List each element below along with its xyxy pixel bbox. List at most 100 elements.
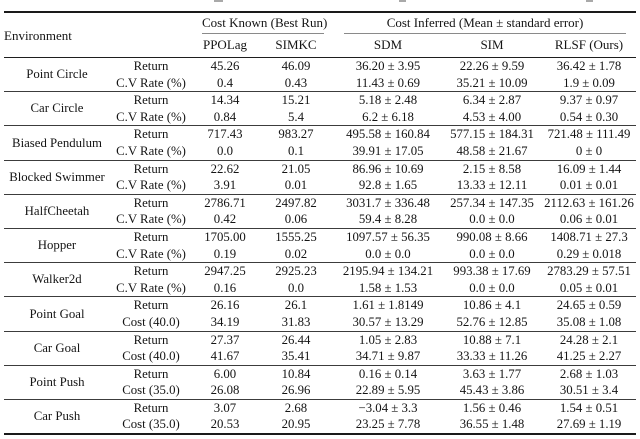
value-cell: 495.58 ± 160.84 [334, 125, 442, 143]
metric-label: C.V Rate (%) [116, 280, 186, 295]
metric-label: Return [110, 193, 192, 212]
value-cell: 41.67 [210, 349, 240, 364]
value-cell: 23.25 ± 7.78 [355, 417, 421, 432]
value-cell: 3.91 [213, 178, 237, 193]
value-cell: 1.54 ± 0.51 [542, 398, 637, 417]
table-row: Car Push Return 3.07 2.68 −3.04 ± 3.3 1.56 ± … [4, 398, 637, 435]
value-cell: 52.76 ± 12.85 [456, 314, 528, 329]
value-cell: 11.43 ± 0.69 [355, 75, 421, 90]
value-cell: 10.88 ± 7.1 [442, 330, 542, 349]
value-cell: 0.05 ± 0.01 [559, 280, 619, 295]
environment-column-header: Environment [4, 12, 110, 58]
value-cell: 0.0 [288, 280, 304, 295]
environment-cell: Car Goal [4, 330, 110, 366]
value-cell: 22.89 ± 5.95 [355, 383, 421, 398]
value-cell: 6.2 ± 6.18 [362, 109, 414, 124]
value-cell: 92.8 ± 1.65 [358, 178, 418, 193]
table-row: Cost (35.0) 20.53 20.95 23.25 ± 7.78 36.55 ±… [4, 416, 636, 434]
value-cell: 1555.25 [258, 227, 334, 246]
table-row: Cost (35.0) 26.08 26.96 22.89 ± 5.95 45.43 ±… [4, 382, 636, 399]
value-cell: 6.00 [192, 364, 258, 383]
environment-cell: Hopper [4, 227, 110, 263]
value-cell: 36.55 ± 1.48 [459, 417, 525, 432]
value-cell: 27.37 [192, 330, 258, 349]
value-cell: 6.34 ± 2.87 [442, 91, 542, 109]
value-cell: 2947.25 [192, 262, 258, 280]
value-cell: 2112.63 ± 161.26 [542, 193, 637, 212]
col-header-ppolag: PPOLag [192, 34, 258, 58]
value-cell: 30.51 ± 3.4 [559, 383, 619, 398]
table-row: Hopper Return 1705.00 1555.25 1097.57 ± 56.3… [4, 227, 637, 263]
value-cell: 0.06 ± 0.01 [559, 212, 619, 227]
table-row: Walker2d Return 2947.25 2925.23 2195.94 ± 13… [4, 262, 637, 297]
col-header-simkc: SIMKC [258, 34, 334, 58]
environment-cell: HalfCheetah [4, 193, 110, 229]
value-cell: 9.37 ± 0.97 [542, 91, 637, 109]
value-cell: 35.41 [281, 349, 311, 364]
value-cell: 22.26 ± 9.59 [459, 59, 525, 73]
value-cell: 5.18 ± 2.48 [334, 91, 442, 109]
metric-label: C.V Rate (%) [116, 212, 186, 227]
table-row: HalfCheetah Return 2786.71 2497.82 3031.7 ± … [4, 193, 637, 229]
value-cell: 0.06 [284, 212, 308, 227]
group-cost-inferred-cell: Cost Inferred (Mean ± standard error) [334, 12, 636, 34]
group-header-row: Environment Cost Known (Best Run) Cost I… [4, 12, 636, 58]
value-cell: 31.83 [281, 314, 311, 329]
value-cell: 26.16 [192, 296, 258, 314]
value-cell: 86.96 ± 10.69 [334, 159, 442, 178]
value-cell: 5.4 [288, 109, 304, 124]
value-cell: 0.0 ± 0.0 [469, 212, 515, 227]
value-cell: 26.44 [258, 330, 334, 349]
value-cell: 36.20 ± 3.95 [355, 59, 421, 73]
value-cell: 35.08 ± 1.08 [556, 314, 622, 329]
value-cell: 0.16 ± 0.14 [334, 364, 442, 383]
table-row: C.V Rate (%) 0.84 5.4 6.2 ± 6.18 4.53 ± 4.00… [4, 109, 636, 126]
environment-cell: Biased Pendulum [4, 125, 110, 161]
metric-label: Return [110, 125, 192, 143]
environment-cell: Walker2d [4, 262, 110, 297]
value-cell: 3031.7 ± 336.48 [334, 193, 442, 212]
metric-label: Return [110, 296, 192, 314]
value-cell: 46.09 [281, 59, 311, 73]
value-cell: 1097.57 ± 56.35 [334, 227, 442, 246]
metric-label: C.V Rate (%) [116, 178, 186, 193]
metric-label: Return [110, 91, 192, 109]
value-cell: 30.57 ± 13.29 [352, 314, 424, 329]
value-cell: 721.48 ± 111.49 [542, 125, 637, 143]
value-cell: 22.62 [192, 159, 258, 178]
value-cell: 0.01 ± 0.01 [559, 178, 619, 193]
col-header-sim: SIM [442, 34, 542, 58]
value-cell: 24.28 ± 2.1 [542, 330, 637, 349]
caption-fragment [399, 0, 406, 2]
value-cell: 0.1 [288, 143, 304, 158]
value-cell: 16.09 ± 1.44 [542, 159, 637, 178]
value-cell: 0.84 [213, 109, 237, 124]
value-cell: 20.53 [210, 417, 240, 432]
value-cell: 1.56 ± 0.46 [442, 398, 542, 417]
value-cell: 27.69 ± 1.19 [556, 417, 622, 432]
value-cell: 0.29 ± 0.018 [556, 246, 622, 261]
value-cell: 2.68 ± 1.03 [542, 364, 637, 383]
value-cell: 0.0 ± 0.0 [469, 246, 515, 261]
value-cell: 983.27 [258, 125, 334, 143]
value-cell: −3.04 ± 3.3 [334, 398, 442, 417]
metric-label: C.V Rate (%) [116, 246, 186, 261]
value-cell: 26.96 [281, 383, 311, 398]
value-cell: 1.58 ± 1.53 [358, 280, 418, 295]
value-cell: 0.16 [213, 280, 237, 295]
environment-cell: Car Circle [4, 91, 110, 126]
value-cell: 14.34 [192, 91, 258, 109]
value-cell: 2.15 ± 8.58 [442, 159, 542, 178]
value-cell: 34.19 [210, 314, 240, 329]
table-row: Car Goal Return 27.37 26.44 1.05 ± 2.83 10.88… [4, 330, 637, 366]
table-row: Point Push Return 6.00 10.84 0.16 ± 0.14 3.63… [4, 364, 637, 400]
value-cell: 993.38 ± 17.69 [442, 262, 542, 280]
value-cell: 39.91 ± 17.05 [352, 143, 424, 158]
col-header-sdm: SDM [334, 34, 442, 58]
value-cell: 59.4 ± 8.28 [358, 212, 418, 227]
value-cell: 4.53 ± 4.00 [462, 109, 522, 124]
column-header-row: PPOLag SIMKC SDM SIM RLSF (Ours) [4, 34, 637, 58]
caption-fragment [214, 0, 223, 2]
table-row: Car Circle Return 14.34 15.21 5.18 ± 2.48 6.3… [4, 91, 637, 126]
